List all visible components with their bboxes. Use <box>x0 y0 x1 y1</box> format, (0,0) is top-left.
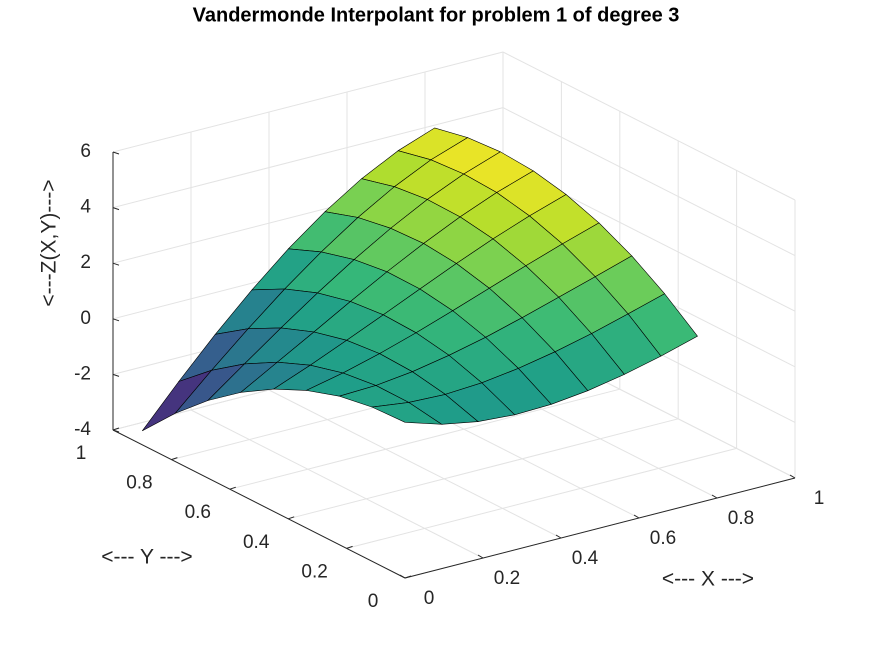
grid-line <box>502 107 796 257</box>
z-tick <box>112 373 120 377</box>
y-tick-label: 0.6 <box>185 502 211 523</box>
y-tick-label: 0.4 <box>243 532 270 553</box>
x-axis <box>404 477 796 579</box>
y-axis <box>112 429 406 579</box>
x-tick-label: 0.4 <box>572 548 599 569</box>
y-tick <box>288 516 295 520</box>
z-tick <box>112 262 120 266</box>
grid-line <box>112 107 504 209</box>
z-tick <box>112 207 120 211</box>
y-tick <box>112 427 120 431</box>
z-tick <box>112 429 120 433</box>
grid-line <box>502 51 796 201</box>
grid-line <box>288 418 679 520</box>
x-tick-label: 0.8 <box>728 508 754 529</box>
y-tick-label: 1 <box>76 443 87 464</box>
grid-line <box>268 389 562 539</box>
z-axis-label: <---Z(X,Y)---> <box>38 179 61 306</box>
x-tick-label: 0.2 <box>494 568 520 589</box>
x-tick <box>477 554 484 559</box>
z-tick-label: 2 <box>80 252 91 273</box>
y-tick-label: 0 <box>368 591 379 612</box>
y-tick <box>171 457 178 461</box>
axes: 0 0.2 0.4 0.6 0.8 1 0 0.2 0.4 0.6 0.8 1 -4 -2 0 2 4 6 <box>74 141 824 612</box>
y-tick-label: 0.2 <box>301 561 327 582</box>
grid-line <box>112 51 504 153</box>
x-tick-label: 1 <box>814 488 825 509</box>
y-tick <box>229 486 236 490</box>
z-tick <box>112 151 120 155</box>
z-tick-label: 4 <box>80 197 91 218</box>
surface-patch <box>371 402 443 425</box>
y-tick-label: 0.8 <box>126 473 152 494</box>
x-tick <box>789 474 796 479</box>
y-axis-label: <--- Y ---> <box>101 546 192 569</box>
x-tick <box>555 534 562 539</box>
x-tick-label: 0.6 <box>650 528 676 549</box>
x-tick <box>711 494 718 499</box>
x-axis-label: <--- X ---> <box>662 568 754 591</box>
chart-title: Vandermonde Interpolant for problem 1 of… <box>193 4 680 26</box>
grid-line <box>229 388 620 490</box>
y-tick <box>404 575 412 579</box>
surface <box>141 127 698 432</box>
z-tick-label: -4 <box>74 419 91 440</box>
z-tick-label: 0 <box>80 308 91 329</box>
z-tick-label: 6 <box>80 141 91 162</box>
grid-line <box>190 409 484 559</box>
grid-line <box>346 447 737 549</box>
x-tick <box>633 514 640 519</box>
z-tick-label: -2 <box>74 363 91 384</box>
x-tick <box>399 574 406 579</box>
y-tick <box>346 545 353 549</box>
z-tick <box>112 318 120 322</box>
x-tick-label: 0 <box>424 588 435 609</box>
